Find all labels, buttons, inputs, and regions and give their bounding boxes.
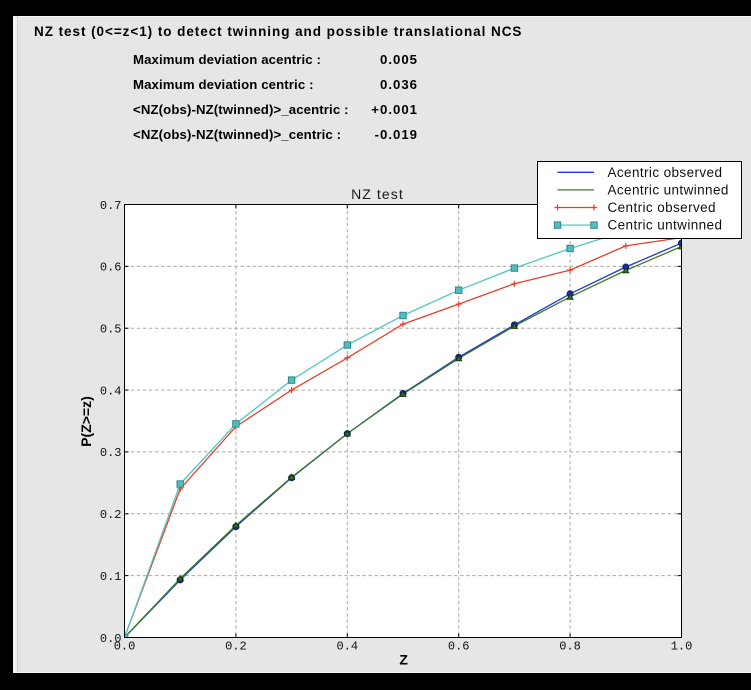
svg-text:0.4: 0.4 bbox=[100, 384, 122, 398]
svg-text:Centric observed: Centric observed bbox=[608, 200, 716, 215]
svg-text:Acentric untwinned: Acentric untwinned bbox=[608, 182, 729, 197]
svg-text:0.7: 0.7 bbox=[100, 199, 122, 213]
svg-text:NZ test: NZ test bbox=[351, 186, 404, 202]
svg-text:0.0: 0.0 bbox=[114, 640, 136, 654]
svg-text:0.6: 0.6 bbox=[448, 640, 470, 654]
svg-text:Z: Z bbox=[399, 652, 408, 668]
svg-text:P(Z>=z): P(Z>=z) bbox=[78, 396, 94, 447]
svg-text:0.0: 0.0 bbox=[100, 632, 122, 646]
svg-text:1.0: 1.0 bbox=[671, 640, 693, 654]
svg-text:0.6: 0.6 bbox=[100, 261, 122, 275]
svg-text:0.1: 0.1 bbox=[100, 570, 122, 584]
svg-text:Centric untwinned: Centric untwinned bbox=[608, 218, 723, 233]
svg-text:0.8: 0.8 bbox=[559, 640, 581, 654]
svg-text:0.3: 0.3 bbox=[100, 446, 122, 460]
svg-text:0.4: 0.4 bbox=[336, 640, 358, 654]
svg-text:0.2: 0.2 bbox=[225, 640, 247, 654]
svg-text:0.2: 0.2 bbox=[100, 508, 122, 522]
svg-text:Acentric observed: Acentric observed bbox=[608, 165, 723, 180]
svg-text:0.5: 0.5 bbox=[100, 323, 122, 337]
